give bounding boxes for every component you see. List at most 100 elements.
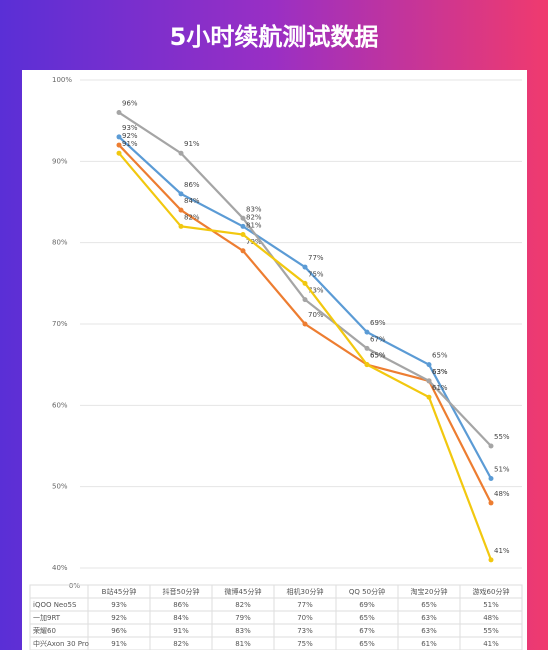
- x-tick-label: 游戏60分钟: [473, 587, 510, 596]
- point: [240, 232, 246, 238]
- point: [240, 248, 246, 254]
- point: [178, 223, 184, 229]
- table-cell: 41%: [483, 640, 499, 648]
- axis-break-label: 0%: [69, 582, 80, 590]
- data-label: 41%: [494, 547, 510, 555]
- data-label: 55%: [494, 433, 510, 441]
- y-tick-label: 60%: [52, 401, 68, 409]
- y-tick-label: 100%: [52, 76, 72, 84]
- point: [302, 280, 308, 286]
- point: [364, 329, 370, 335]
- chart-title: 5小时续航测试数据: [170, 23, 379, 51]
- table-cell: 92%: [111, 614, 127, 622]
- data-label: 61%: [432, 384, 448, 392]
- data-label: 63%: [432, 368, 448, 376]
- point: [178, 150, 184, 156]
- point: [240, 215, 246, 221]
- y-tick-label: 80%: [52, 239, 68, 247]
- x-tick-label: 淘宝20分钟: [411, 587, 448, 596]
- point: [488, 557, 494, 563]
- point: [116, 134, 122, 140]
- data-label: 86%: [184, 181, 200, 189]
- table-cell: 48%: [483, 614, 499, 622]
- x-tick-label: 相机30分钟: [287, 587, 324, 596]
- data-label: 67%: [370, 335, 386, 343]
- data-label: 63%: [432, 368, 448, 376]
- table-cell: 75%: [297, 640, 313, 648]
- card: [22, 70, 527, 654]
- legend-label: 中兴Axon 30 Pro: [33, 639, 89, 648]
- x-tick-label: 抖音50分钟: [163, 587, 200, 596]
- y-tick-label: 70%: [52, 320, 68, 328]
- point: [426, 394, 432, 400]
- table-cell: 65%: [359, 614, 375, 622]
- table-cell: 55%: [483, 627, 499, 635]
- table-cell: 82%: [173, 640, 189, 648]
- data-label: 77%: [308, 254, 324, 262]
- table-cell: 51%: [483, 601, 499, 609]
- point: [116, 142, 122, 148]
- point: [488, 500, 494, 506]
- table-cell: 77%: [297, 601, 313, 609]
- table-cell: 93%: [111, 601, 127, 609]
- table-cell: 96%: [111, 627, 127, 635]
- data-label: 82%: [184, 213, 200, 221]
- table-cell: 82%: [235, 601, 251, 609]
- table-cell: 63%: [421, 627, 437, 635]
- y-tick-label: 40%: [52, 564, 68, 572]
- point: [116, 150, 122, 156]
- table-cell: 70%: [297, 614, 313, 622]
- data-label: 51%: [494, 466, 510, 474]
- data-label: 82%: [246, 213, 262, 221]
- data-label: 65%: [370, 352, 386, 360]
- x-tick-label: QQ 50分钟: [349, 587, 385, 596]
- point: [488, 476, 494, 482]
- legend-label: 一加9RT: [33, 613, 61, 622]
- x-tick-label: B站45分钟: [102, 587, 137, 596]
- table-cell: 81%: [235, 640, 251, 648]
- table-cell: 67%: [359, 627, 375, 635]
- point: [426, 362, 432, 368]
- point: [364, 362, 370, 368]
- data-label: 83%: [246, 205, 262, 213]
- point: [364, 345, 370, 351]
- table-cell: 69%: [359, 601, 375, 609]
- data-label: 75%: [308, 270, 324, 278]
- y-tick-label: 50%: [52, 483, 68, 491]
- data-label: 69%: [370, 319, 386, 327]
- point: [302, 297, 308, 303]
- data-label: 96%: [122, 100, 138, 108]
- data-label: 91%: [122, 140, 138, 148]
- data-label: 84%: [184, 197, 200, 205]
- data-label: 91%: [184, 140, 200, 148]
- table-cell: 73%: [297, 627, 313, 635]
- legend-label: 荣耀60: [33, 626, 56, 635]
- table-cell: 91%: [173, 627, 189, 635]
- data-label: 70%: [308, 311, 324, 319]
- point: [240, 223, 246, 229]
- x-tick-label: 微博45分钟: [225, 587, 262, 596]
- table-cell: 91%: [111, 640, 127, 648]
- point: [116, 110, 122, 116]
- table-cell: 65%: [359, 640, 375, 648]
- table-cell: 79%: [235, 614, 251, 622]
- legend-label: iQOO Neo5S: [33, 601, 77, 609]
- data-label: 93%: [122, 124, 138, 132]
- point: [426, 378, 432, 384]
- point: [178, 207, 184, 213]
- table-cell: 61%: [421, 640, 437, 648]
- table-cell: 83%: [235, 627, 251, 635]
- table-cell: 65%: [421, 601, 437, 609]
- data-label: 48%: [494, 490, 510, 498]
- point: [302, 321, 308, 327]
- point: [488, 443, 494, 449]
- data-label: 92%: [122, 132, 138, 140]
- y-tick-label: 90%: [52, 157, 68, 165]
- table-cell: 84%: [173, 614, 189, 622]
- point: [302, 264, 308, 270]
- data-label: 65%: [370, 352, 386, 360]
- data-label: 81%: [246, 222, 262, 230]
- data-label: 65%: [432, 352, 448, 360]
- table-cell: 86%: [173, 601, 189, 609]
